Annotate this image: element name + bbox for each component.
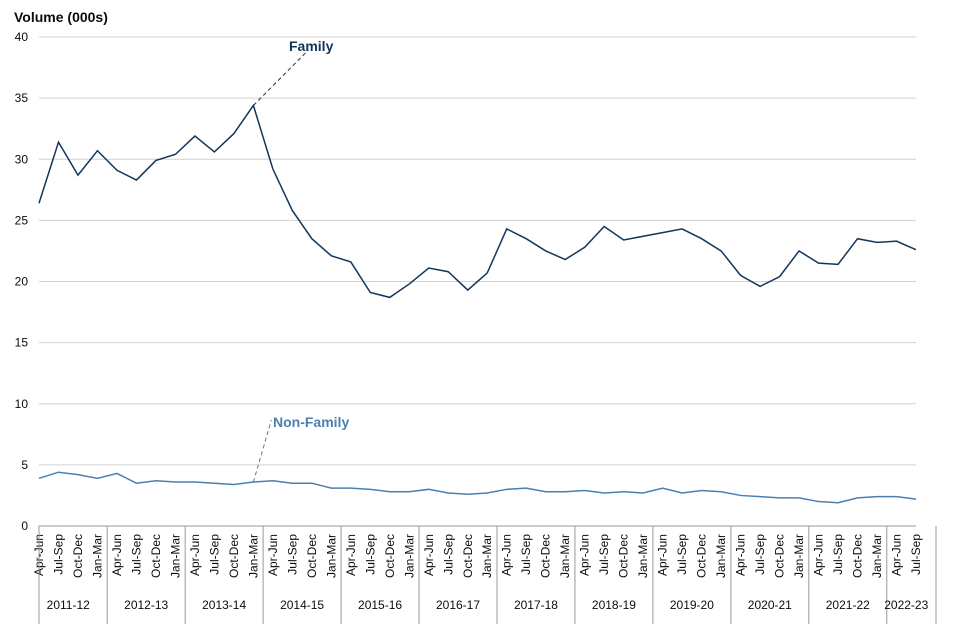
x-tick-label: Jul-Sep xyxy=(753,534,767,575)
x-tick-label: Jul-Sep xyxy=(597,534,611,575)
x-tick-label: Oct-Dec xyxy=(539,534,553,578)
x-tick-label: Jul-Sep xyxy=(909,534,923,575)
y-tick-label: 30 xyxy=(15,152,29,166)
x-year-label: 2016-17 xyxy=(436,598,480,612)
x-year-label: 2015-16 xyxy=(358,598,402,612)
leader-line xyxy=(253,49,309,106)
x-tick-label: Apr-Jun xyxy=(890,534,904,576)
y-tick-label: 0 xyxy=(21,519,28,533)
x-year-label: 2022-23 xyxy=(884,598,928,612)
x-tick-label: Jan-Mar xyxy=(90,534,104,578)
series-line-non-family xyxy=(38,471,917,504)
x-year-label: 2011-12 xyxy=(47,598,90,612)
y-axis-title: Volume (000s) xyxy=(14,9,108,25)
x-tick-label: Jan-Mar xyxy=(558,534,572,578)
x-year-label: 2018-19 xyxy=(592,598,636,612)
x-year-label: 2019-20 xyxy=(670,598,714,612)
x-tick-label: Apr-Jun xyxy=(344,534,358,576)
x-tick-label: Jul-Sep xyxy=(831,534,845,575)
y-tick-label: 10 xyxy=(15,397,29,411)
x-year-label: 2014-15 xyxy=(280,598,324,612)
x-tick-label: Jan-Mar xyxy=(324,534,338,578)
x-tick-label: Jan-Mar xyxy=(402,534,416,578)
x-tick-label: Apr-Jun xyxy=(422,534,436,576)
x-tick-label: Oct-Dec xyxy=(149,534,163,578)
y-tick-label: 25 xyxy=(15,213,29,227)
x-tick-label: Jul-Sep xyxy=(129,534,143,575)
y-tick-label: 40 xyxy=(15,30,29,44)
x-tick-label: Oct-Dec xyxy=(617,534,631,578)
x-tick-label: Jul-Sep xyxy=(207,534,221,575)
x-axis: Apr-Jun Jul-Sep Oct-Dec Jan-Mar Apr-Jun Jul-S… xyxy=(32,526,937,624)
x-tick-label: Apr-Jun xyxy=(500,534,514,576)
x-tick-label: Jan-Mar xyxy=(168,534,182,578)
x-tick-label: Oct-Dec xyxy=(695,534,709,578)
x-tick-label: Apr-Jun xyxy=(734,534,748,576)
series-label-family: Family xyxy=(289,38,334,54)
x-tick-label: Jul-Sep xyxy=(285,534,299,575)
x-tick-label: Apr-Jun xyxy=(266,534,280,576)
x-tick-label: Jul-Sep xyxy=(441,534,455,575)
x-year-label: 2020-21 xyxy=(748,598,792,612)
x-tick-label: Jan-Mar xyxy=(792,534,806,578)
x-tick-label: Jan-Mar xyxy=(870,534,884,578)
x-tick-label: Jul-Sep xyxy=(51,534,65,575)
x-tick-label: Apr-Jun xyxy=(578,534,592,576)
x-tick-label: Jul-Sep xyxy=(363,534,377,575)
y-tick-label: 15 xyxy=(15,336,29,350)
x-tick-label: Jan-Mar xyxy=(714,534,728,578)
x-tick-label: Oct-Dec xyxy=(383,534,397,578)
x-tick-label: Apr-Jun xyxy=(812,534,826,576)
y-axis-ticks: 0 5 10 15 20 25 30 35 40 xyxy=(15,30,29,533)
x-year-label: 2013-14 xyxy=(202,598,246,612)
series-lines xyxy=(38,103,917,504)
x-tick-label: Oct-Dec xyxy=(461,534,475,578)
y-tick-label: 20 xyxy=(15,275,29,289)
x-tick-label: Oct-Dec xyxy=(851,534,865,578)
x-year-label: 2017-18 xyxy=(514,598,558,612)
x-tick-label: Oct-Dec xyxy=(305,534,319,578)
y-tick-label: 35 xyxy=(15,91,29,105)
x-tick-label: Jul-Sep xyxy=(519,534,533,575)
x-tick-label: Apr-Jun xyxy=(188,534,202,576)
leader-line xyxy=(252,419,272,483)
series-line-family xyxy=(38,103,917,299)
x-tick-label: Apr-Jun xyxy=(656,534,670,576)
x-tick-label: Oct-Dec xyxy=(71,534,85,578)
x-tick-label: Jan-Mar xyxy=(636,534,650,578)
y-tick-label: 5 xyxy=(21,458,28,472)
x-year-label: 2012-13 xyxy=(124,598,168,612)
series-labels: Family Non-Family xyxy=(252,38,349,483)
x-tick-label: Jul-Sep xyxy=(675,534,689,575)
x-year-label: 2021-22 xyxy=(826,598,870,612)
x-tick-label: Jan-Mar xyxy=(480,534,494,578)
x-tick-label: Apr-Jun xyxy=(110,534,124,576)
x-tick-label: Oct-Dec xyxy=(773,534,787,578)
series-label-non-family: Non-Family xyxy=(273,414,349,430)
x-tick-label: Oct-Dec xyxy=(227,534,241,578)
x-tick-label: Jan-Mar xyxy=(246,534,260,578)
